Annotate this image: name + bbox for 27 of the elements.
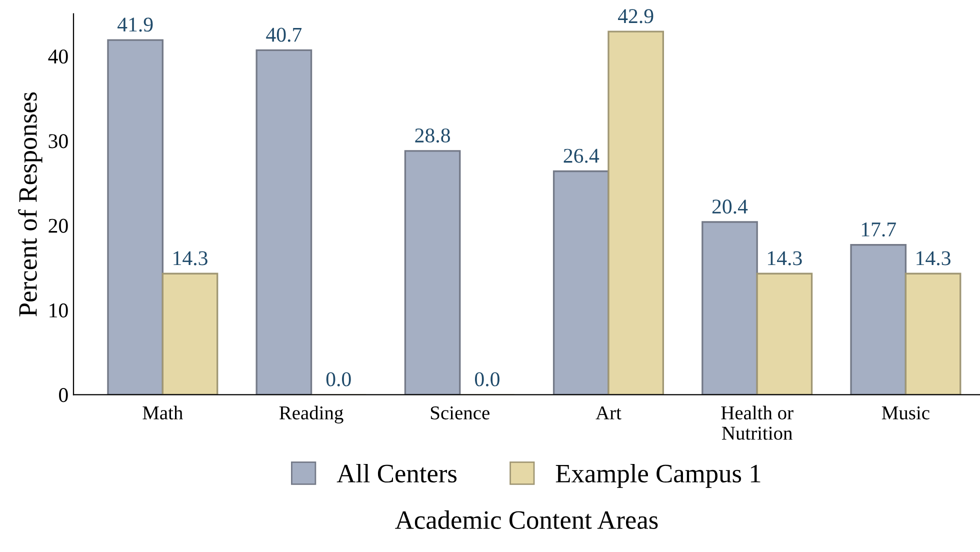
y-axis-title: Percent of Responses bbox=[18, 92, 42, 316]
x-tick-label: Health or Nutrition bbox=[721, 406, 794, 440]
data-label: 26.4 bbox=[564, 148, 600, 163]
data-label: 0.0 bbox=[474, 372, 500, 386]
x-axis-title: Academic Content Areas bbox=[395, 510, 658, 529]
legend-label: Example Campus 1 bbox=[556, 464, 760, 488]
y-tick-label: 20 bbox=[48, 218, 68, 233]
data-label: 14.3 bbox=[916, 251, 950, 266]
y-tick-label: 0 bbox=[59, 388, 68, 402]
data-label: 14.3 bbox=[174, 251, 208, 266]
data-label: 0.0 bbox=[326, 372, 351, 386]
x-tick-label: Music bbox=[882, 406, 930, 420]
data-label: 14.3 bbox=[768, 251, 802, 266]
x-tick-label: Reading bbox=[279, 406, 344, 424]
y-tick-label: 10 bbox=[50, 303, 68, 318]
data-label: 28.8 bbox=[415, 128, 450, 143]
data-label: 40.7 bbox=[266, 28, 302, 42]
data-label: 41.9 bbox=[118, 18, 153, 32]
x-tick-label: Art bbox=[596, 406, 622, 420]
data-label: 20.4 bbox=[712, 200, 748, 214]
legend-label: All Centers bbox=[336, 464, 457, 483]
data-label: 17.7 bbox=[862, 222, 896, 237]
data-label: 42.9 bbox=[618, 9, 654, 24]
x-tick-label: Science bbox=[430, 406, 490, 420]
y-tick-label: 40 bbox=[48, 49, 68, 64]
y-tick-label: 30 bbox=[48, 134, 68, 148]
x-tick-label: Math bbox=[142, 406, 183, 420]
